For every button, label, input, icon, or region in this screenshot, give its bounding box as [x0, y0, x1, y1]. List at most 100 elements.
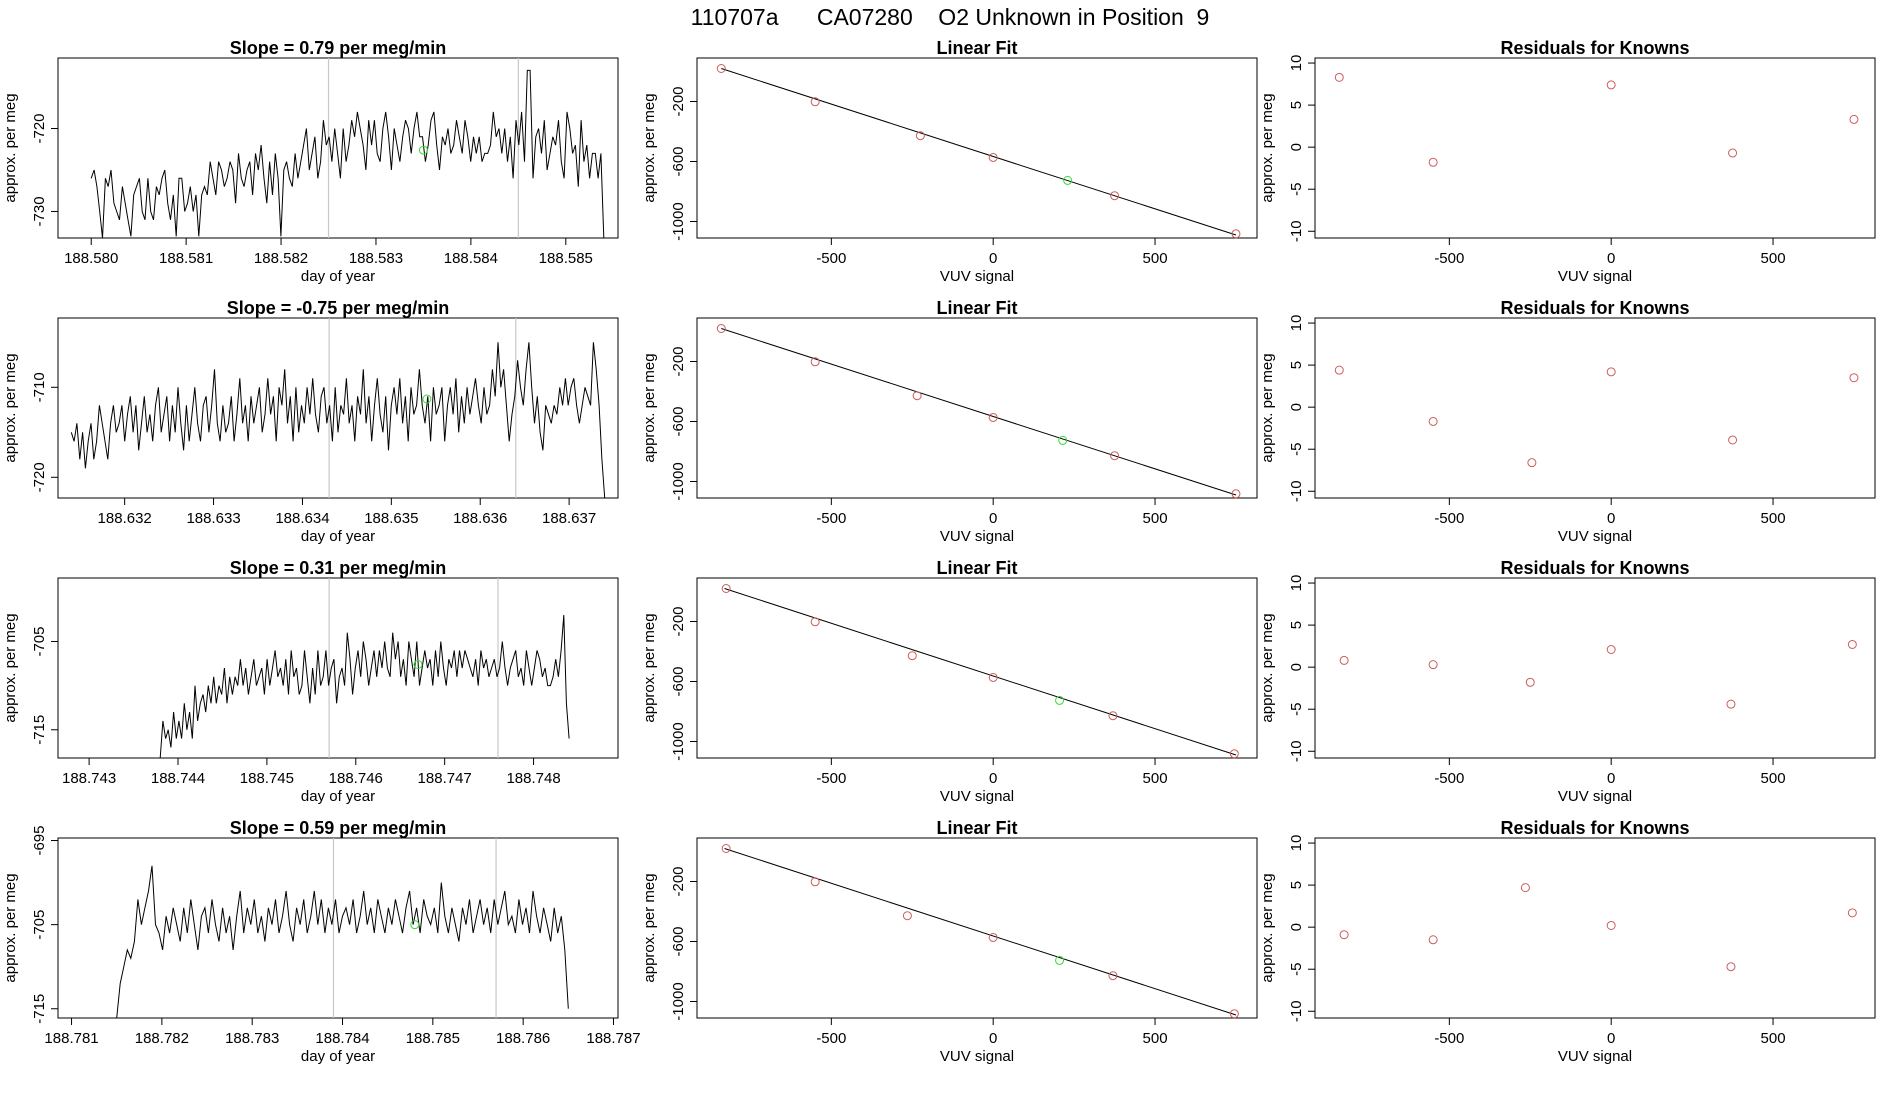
plot-title: Slope = -0.75 per meg/min	[227, 298, 450, 318]
x-axis-label: VUV signal	[1558, 268, 1632, 285]
y-axis-label: approx. per meg	[1259, 873, 1276, 982]
plot-title: Slope = 0.31 per meg/min	[230, 558, 447, 578]
y-tick-label: -1000	[670, 982, 687, 1020]
y-tick-label: -710	[31, 372, 48, 402]
y-tick-label: 0	[1288, 923, 1305, 931]
y-tick-label: 5	[1288, 881, 1305, 889]
x-tick-label: 188.746	[329, 770, 383, 787]
plot-title: Residuals for Knowns	[1500, 558, 1689, 578]
y-tick-label: -200	[670, 346, 687, 376]
data-trace-line	[159, 615, 570, 758]
x-tick-label: 0	[1607, 770, 1615, 787]
x-tick-label: 188.580	[64, 250, 118, 267]
y-axis-label: approx. per meg	[1259, 93, 1276, 202]
y-tick-label: -1000	[670, 722, 687, 760]
x-tick-label: 188.783	[225, 1030, 279, 1047]
x-tick-label: 500	[1761, 250, 1786, 267]
x-tick-label: 0	[989, 510, 997, 527]
unknown-point	[418, 145, 428, 155]
y-axis-label: approx. per meg	[2, 873, 19, 982]
fit-line	[721, 328, 1237, 496]
known-point	[1231, 489, 1241, 499]
y-axis-label: approx. per meg	[641, 353, 658, 462]
x-tick-label: -500	[1434, 510, 1464, 527]
known-point	[1339, 655, 1349, 665]
known-point	[1606, 644, 1616, 654]
known-point	[1847, 908, 1857, 918]
y-tick-label: 5	[1288, 101, 1305, 109]
plot-frame	[696, 57, 1258, 239]
x-tick-label: 188.743	[62, 770, 116, 787]
plot-panel-12: Residuals for Knowns VUV signal approx. pe…	[1259, 818, 1876, 1065]
x-axis-label: day of year	[301, 528, 375, 545]
y-tick-label: -200	[670, 606, 687, 636]
x-axis-label: day of year	[301, 788, 375, 805]
plot-title: Residuals for Knowns	[1500, 298, 1689, 318]
known-point	[1108, 971, 1118, 981]
known-point	[1726, 699, 1736, 709]
plot-title: Slope = 0.59 per meg/min	[230, 818, 447, 838]
y-axis-label: approx. per meg	[2, 353, 19, 462]
known-point	[1339, 930, 1349, 940]
x-tick-label: 188.633	[186, 510, 240, 527]
known-point	[1728, 148, 1738, 158]
y-axis-label: approx. per meg	[1259, 353, 1276, 462]
y-tick-label: -600	[670, 406, 687, 436]
unknown-point	[1055, 695, 1065, 705]
known-point	[1606, 920, 1616, 930]
plot-frame	[1314, 317, 1876, 499]
known-point	[1108, 711, 1118, 721]
x-tick-label: 188.781	[44, 1030, 98, 1047]
y-tick-label: -715	[31, 715, 48, 745]
unknown-point	[413, 659, 423, 669]
x-axis-label: VUV signal	[940, 1048, 1014, 1065]
known-point	[1428, 157, 1438, 167]
known-point	[1231, 229, 1241, 239]
known-point	[716, 324, 726, 333]
known-point	[907, 651, 917, 661]
known-point	[1334, 72, 1344, 82]
x-tick-label: 188.636	[453, 510, 507, 527]
plot-frame	[57, 577, 619, 759]
y-tick-label: -5	[1288, 963, 1305, 976]
data-trace-line	[116, 865, 569, 1018]
known-point	[1428, 935, 1438, 945]
x-tick-label: 188.782	[135, 1030, 189, 1047]
x-tick-label: 188.744	[151, 770, 205, 787]
x-tick-label: 188.787	[586, 1030, 640, 1047]
x-tick-label: 188.786	[496, 1030, 550, 1047]
x-axis-label: VUV signal	[940, 788, 1014, 805]
known-point	[810, 357, 820, 367]
x-tick-label: -500	[1434, 250, 1464, 267]
known-point	[1849, 373, 1859, 383]
known-point	[915, 131, 925, 141]
plot-panel-3: Slope = 0.31 per meg/min day of year appro…	[2, 558, 619, 805]
y-tick-label: 10	[1288, 55, 1305, 72]
plot-title: Linear Fit	[936, 298, 1017, 318]
known-point	[912, 391, 922, 401]
y-tick-label: -200	[670, 866, 687, 896]
plot-title: Linear Fit	[936, 558, 1017, 578]
x-tick-label: 188.784	[315, 1030, 369, 1047]
plot-frame	[696, 317, 1258, 499]
y-axis-label: approx. per meg	[2, 93, 19, 202]
x-tick-label: 188.634	[275, 510, 329, 527]
known-point	[1229, 1009, 1239, 1019]
data-trace-line	[90, 69, 605, 238]
x-tick-label: 500	[1143, 1030, 1168, 1047]
x-tick-label: 188.581	[159, 250, 213, 267]
y-tick-label: -600	[670, 146, 687, 176]
x-tick-label: 0	[1607, 510, 1615, 527]
known-point	[1728, 435, 1738, 445]
known-point	[988, 412, 998, 422]
x-tick-label: -500	[816, 770, 846, 787]
y-axis-label: approx. per meg	[2, 613, 19, 722]
plot-frame	[1314, 577, 1876, 759]
plot-frame	[57, 57, 619, 239]
x-tick-label: 188.583	[349, 250, 403, 267]
known-point	[810, 617, 820, 627]
known-point	[988, 932, 998, 942]
y-tick-label: -695	[31, 826, 48, 856]
y-tick-label: -600	[670, 926, 687, 956]
x-tick-label: 188.584	[444, 250, 498, 267]
